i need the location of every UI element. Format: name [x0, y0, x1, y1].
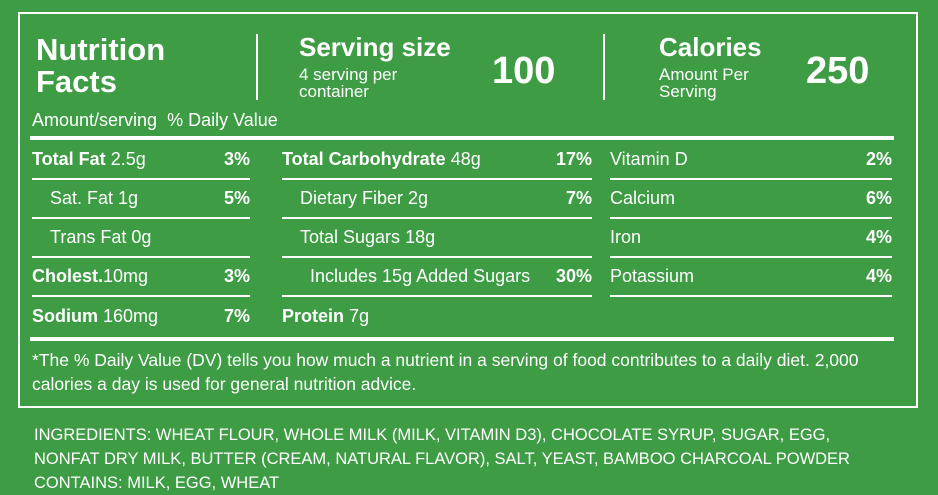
row: Total Carbohydrate 48g 17%: [282, 141, 592, 180]
dv: 7%: [565, 188, 592, 208]
amount: 2g: [408, 188, 429, 208]
dv-label: % Daily Value: [167, 110, 278, 130]
nutrient: Cholest.: [32, 266, 104, 286]
ingredients-line: NONFAT DRY MILK, BUTTER (CREAM, NATURAL …: [34, 450, 850, 468]
column: Total Fat 2.5g 3% Sat. Fat 1g 5% Trans Fat…: [32, 141, 250, 336]
dv: 7%: [223, 306, 250, 326]
nutrient: Iron: [610, 227, 642, 247]
amount-header: Amount/serving % Daily Value: [32, 110, 278, 131]
row: Vitamin D 2%: [610, 141, 892, 180]
column: Vitamin D 2% Calcium 6% Iron 4% Potassium 4%: [610, 141, 892, 297]
amount: 0g: [131, 227, 152, 247]
row: Iron 4%: [610, 219, 892, 258]
dv: 3%: [223, 149, 250, 169]
serving-label: Serving size: [299, 32, 451, 62]
title: Nutrition Facts: [36, 32, 166, 99]
nutrient: Potassium: [610, 266, 695, 286]
dv: 4%: [865, 227, 892, 247]
nutrient: Vitamin D: [610, 149, 688, 169]
nutrient: Trans Fat: [50, 227, 127, 247]
nutrient: Total Carbohydrate: [282, 149, 446, 169]
ingredients: INGREDIENTS: WHEAT FLOUR, WHOLE MILK (MI…: [34, 423, 850, 495]
amount: 7g: [349, 306, 370, 326]
nutrient: Calcium: [610, 188, 676, 208]
footnote: *The % Daily Value (DV) tells you how mu…: [32, 350, 859, 394]
nutrient: Total Fat: [32, 149, 106, 169]
calories-value: 250: [806, 50, 870, 92]
ingredients-line: INGREDIENTS: WHEAT FLOUR, WHOLE MILK (MI…: [34, 426, 831, 444]
row: Sodium 160mg 7%: [32, 297, 250, 336]
row: Sat. Fat 1g 5%: [32, 180, 250, 219]
nutrient: Includes 15g Added Sugars: [310, 266, 531, 286]
amount: 48g: [450, 149, 481, 169]
dv: 30%: [555, 266, 592, 286]
dv: 5%: [223, 188, 250, 208]
column: Total Carbohydrate 48g 17% Dietary Fiber …: [282, 141, 592, 336]
dv: 2%: [865, 149, 892, 169]
amount-label: Amount/serving: [32, 110, 158, 130]
nutrient: Sodium: [32, 306, 98, 326]
calories-sub: Amount Per Serving: [659, 65, 749, 101]
serving-value: 100: [492, 50, 556, 92]
row: Cholest.10mg 3%: [32, 258, 250, 297]
dv: 3%: [223, 266, 250, 286]
amount: 1g: [118, 188, 139, 208]
dv: 6%: [865, 188, 892, 208]
ingredients-line: CONTAINS: MILK, EGG, WHEAT: [34, 474, 280, 492]
row: Potassium 4%: [610, 258, 892, 297]
row: Protein 7g: [282, 297, 592, 336]
row: Dietary Fiber 2g 7%: [282, 180, 592, 219]
nutrient: Sat. Fat: [50, 188, 114, 208]
amount: 2.5g: [110, 149, 146, 169]
row: Total Sugars 18g: [282, 219, 592, 258]
divider: [603, 34, 605, 100]
row: Trans Fat 0g: [32, 219, 250, 258]
dv: 4%: [865, 266, 892, 286]
nutrient: Total Sugars: [300, 227, 401, 247]
serving-sub: 4 serving per container: [299, 65, 398, 101]
calories-label: Calories: [659, 32, 762, 62]
nutrient: Protein: [282, 306, 345, 326]
label-border: [18, 12, 918, 408]
amount: 10mg: [103, 266, 149, 286]
amount: 160mg: [103, 306, 159, 326]
divider: [256, 34, 258, 100]
row: Includes 15g Added Sugars 30%: [282, 258, 592, 297]
rule: [30, 136, 894, 140]
row: Calcium 6%: [610, 180, 892, 219]
amount: 18g: [405, 227, 436, 247]
nutrient: Dietary Fiber: [300, 188, 404, 208]
dv: 17%: [555, 149, 592, 169]
rule: [30, 337, 894, 341]
row: Total Fat 2.5g 3%: [32, 141, 250, 180]
